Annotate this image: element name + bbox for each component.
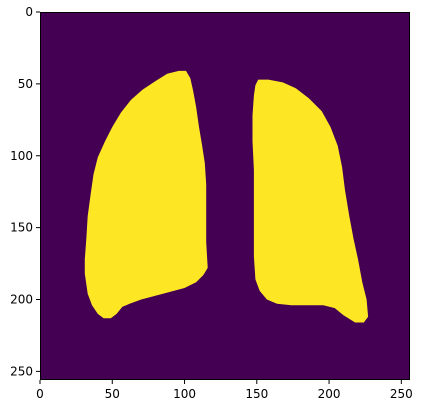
left-lung-region [84, 70, 208, 319]
axes-frame [40, 12, 410, 380]
x-tick-label: 50 [105, 387, 120, 401]
y-tick-label: 150 [10, 221, 33, 235]
y-axis: 0 50 100 150 200 250 [10, 5, 40, 378]
x-tick-label: 150 [245, 387, 268, 401]
y-tick-label: 200 [10, 293, 33, 307]
x-axis: 0 50 100 150 200 250 [36, 380, 413, 401]
x-tick-label: 0 [36, 387, 44, 401]
y-tick-label: 0 [25, 5, 33, 19]
x-tick-label: 200 [318, 387, 341, 401]
x-tick-label: 250 [390, 387, 413, 401]
y-tick-label: 100 [10, 149, 33, 163]
y-tick-label: 250 [10, 364, 33, 378]
y-tick-label: 50 [18, 77, 33, 91]
right-lung-region [252, 79, 369, 323]
mask-regions [84, 70, 369, 323]
x-tick-label: 100 [173, 387, 196, 401]
